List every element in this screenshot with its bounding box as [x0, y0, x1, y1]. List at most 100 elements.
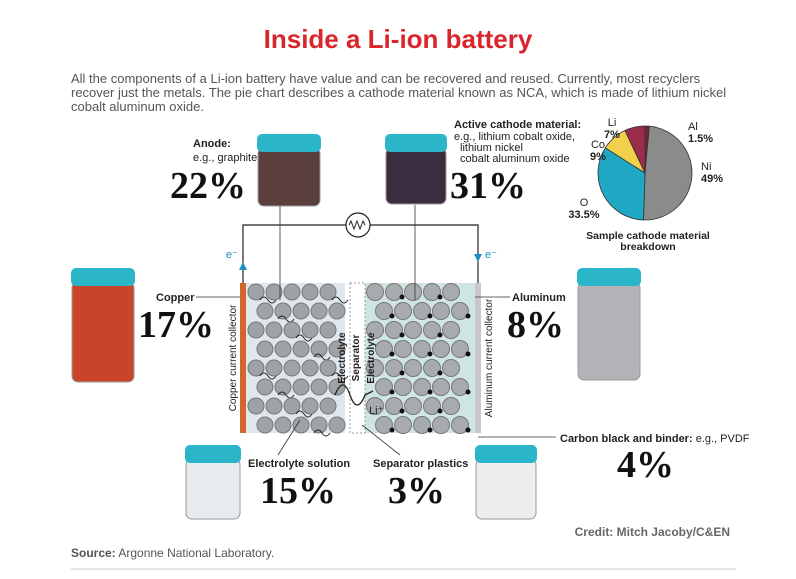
graphite-particle	[265, 321, 283, 339]
jar-lid	[185, 445, 241, 463]
graphite-particle	[283, 321, 301, 339]
anode-detail: e.g., graphite	[193, 152, 257, 164]
graphite-particle	[256, 416, 274, 434]
graphite-particle	[301, 321, 319, 339]
graphite-particle	[301, 283, 319, 301]
graphite-particle	[274, 378, 292, 396]
graphite-particle	[274, 340, 292, 358]
ion	[427, 313, 433, 319]
electron-label: e⁻	[226, 249, 238, 261]
pie-category: Li	[608, 117, 617, 129]
cathode-particle	[366, 359, 384, 377]
ion	[437, 408, 443, 414]
pie-title: Sample cathode material breakdown	[586, 230, 710, 253]
cathode-particle	[413, 340, 431, 358]
cathode-particle	[385, 359, 403, 377]
graphite-particle	[328, 302, 346, 320]
cathode-detail: lithium nickel	[460, 142, 523, 154]
credit: Credit: Mitch Jacoby/C&EN	[575, 525, 730, 539]
cathode-particle	[451, 340, 469, 358]
cathode-particle	[432, 340, 450, 358]
title: Inside a Li-ion battery	[264, 24, 533, 54]
separator-share: 3%	[388, 470, 445, 512]
cathode-particle	[432, 302, 450, 320]
ion	[399, 370, 405, 376]
graphite-particle	[319, 283, 337, 301]
graphite-particle	[292, 416, 310, 434]
pie-value-label: 9%	[590, 151, 606, 163]
pie-category: Ni	[701, 161, 711, 173]
cathode-particle	[375, 302, 393, 320]
binder	[295, 410, 313, 418]
electron-label: e⁻	[485, 249, 497, 261]
graphite-particle	[265, 359, 283, 377]
binder	[259, 372, 277, 380]
ion	[437, 332, 443, 338]
cathode-particle	[423, 321, 441, 339]
separator-label: Separator	[351, 335, 362, 382]
copper-label: Copper	[156, 292, 195, 304]
ion	[427, 389, 433, 395]
jar-body	[71, 281, 135, 383]
aluminum-share: 8%	[507, 304, 564, 346]
jar-lid	[385, 134, 447, 152]
graphite-particle	[247, 321, 265, 339]
cathode-particle	[366, 283, 384, 301]
carbon-label: Carbon black and binder: e.g., PVDF	[560, 433, 750, 445]
cathode-particle	[413, 302, 431, 320]
pie-title-line: breakdown	[620, 241, 675, 253]
pie-title-line: Sample cathode material	[586, 230, 710, 242]
graphite-particle	[328, 378, 346, 396]
cathode-particle	[385, 397, 403, 415]
carbon-detail: e.g., PVDF	[696, 433, 750, 445]
collector-label: Copper current collector	[228, 304, 239, 411]
source-text: Argonne National Laboratory.	[118, 546, 274, 560]
graphite-particle	[265, 283, 283, 301]
graphite-particle	[301, 397, 319, 415]
binder	[277, 315, 295, 323]
jar-body	[257, 147, 321, 207]
cathode-particle	[404, 283, 422, 301]
graphite-particle	[310, 302, 328, 320]
carbon-share: 4%	[617, 444, 674, 486]
description: All the components of a Li-ion battery h…	[71, 71, 727, 114]
jar-body	[185, 458, 241, 520]
pie-value-label: 7%	[604, 129, 620, 141]
ion	[465, 313, 471, 319]
pie-slice	[624, 125, 646, 174]
cathode-particle	[432, 378, 450, 396]
cathode-particle	[385, 283, 403, 301]
ion	[465, 427, 471, 433]
cathode-label: Active cathode material:	[454, 119, 581, 131]
leader-line	[277, 419, 301, 456]
ion-label: Li⁺	[369, 405, 384, 417]
copper-collector	[240, 283, 246, 433]
binder	[295, 334, 313, 342]
ion-path	[334, 384, 374, 406]
graphite-particle	[319, 359, 337, 377]
cathode-particle	[375, 378, 393, 396]
graphite-particle	[292, 340, 310, 358]
ion	[465, 351, 471, 357]
ion	[389, 427, 395, 433]
graphite-particle	[247, 283, 265, 301]
graphite-particle	[292, 302, 310, 320]
cathode-particle	[366, 397, 384, 415]
cathode-particle	[442, 359, 460, 377]
graphite-particle	[274, 416, 292, 434]
pie-category: Al	[688, 121, 698, 133]
resistor-zigzag	[348, 219, 366, 231]
collector-label: Aluminum current collector	[484, 298, 495, 417]
graphite-particle	[319, 321, 337, 339]
jar-lid	[577, 268, 641, 286]
cathode-particle	[423, 359, 441, 377]
graphite-particle	[301, 359, 319, 377]
jar-body	[475, 458, 537, 520]
graphite-particle	[310, 378, 328, 396]
binder	[313, 429, 331, 437]
cathode-particle	[413, 416, 431, 434]
graphite-particle	[247, 397, 265, 415]
